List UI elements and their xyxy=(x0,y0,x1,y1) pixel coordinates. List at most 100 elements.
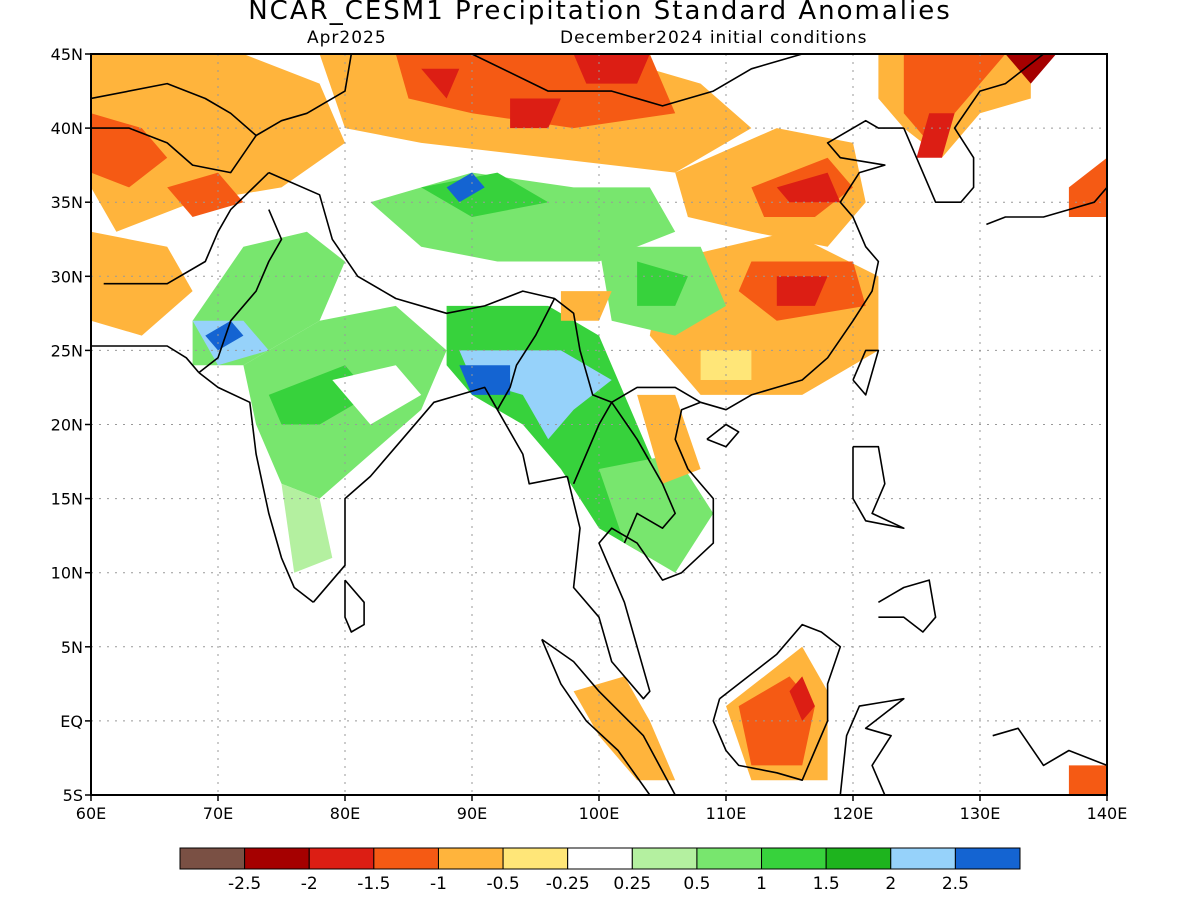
coastlines xyxy=(91,54,1107,795)
region-gangetic-white xyxy=(332,365,422,425)
colorbar-swatch xyxy=(567,847,633,870)
coastline-sumatra xyxy=(541,638,677,795)
lat-tick-label: 25N xyxy=(51,341,83,360)
coastline-mindanao xyxy=(877,579,937,633)
region-mongolia-driest-c xyxy=(421,68,460,99)
colorbar-label: 1 xyxy=(756,874,767,894)
lon-tick-label: 130E xyxy=(960,804,1001,823)
coastline-india-pakistan-border xyxy=(198,209,283,374)
lat-tick-label: 5S xyxy=(63,786,83,805)
colorbar-label: -2 xyxy=(301,874,318,894)
lon-tick-label: 120E xyxy=(833,804,874,823)
colorbar-swatch xyxy=(890,847,956,870)
colorbar-swatch xyxy=(179,847,246,870)
lat-tick-label: EQ xyxy=(60,712,83,731)
coastline-india-east-coast xyxy=(312,386,568,603)
colorbar-swatch xyxy=(308,847,375,870)
region-central-asia-drier xyxy=(91,113,168,188)
region-far-east-driest xyxy=(1005,54,1057,84)
colorbar-label: -1.5 xyxy=(357,874,390,894)
coastline-luzon xyxy=(852,445,905,530)
region-yangtze-driest xyxy=(776,276,828,306)
lon-tick-label: 80E xyxy=(330,804,360,823)
lat-tick-label: 10N xyxy=(51,564,83,583)
lon-tick-label: 110E xyxy=(706,804,747,823)
colorbar-swatch xyxy=(437,847,504,870)
colorbar-swatch xyxy=(696,847,763,870)
gridlines xyxy=(91,54,1107,795)
colorbar-label: -0.5 xyxy=(486,874,519,894)
lon-tick-label: 70E xyxy=(203,804,233,823)
coastline-china-north-border xyxy=(255,54,353,137)
coastline-taiwan xyxy=(852,349,880,396)
region-southeast-tibet-dry xyxy=(560,291,612,321)
coastline-new-guinea xyxy=(992,727,1107,767)
coastline-japan-honshu xyxy=(986,186,1107,226)
colorbar-label: 0.25 xyxy=(613,874,651,894)
region-tibet-wettest xyxy=(446,172,485,203)
region-india-south-wet xyxy=(281,483,333,573)
lon-tick-label: 60E xyxy=(76,804,106,823)
coastline-russia-border xyxy=(408,54,410,55)
coastline-sri-lanka xyxy=(344,579,365,633)
coastline-borneo xyxy=(712,623,842,782)
lat-tick-label: 15N xyxy=(51,490,83,509)
region-pakistan-wettest-core xyxy=(205,320,244,351)
lat-tick-label: 40N xyxy=(51,119,83,138)
region-sumatra-dry xyxy=(573,676,676,781)
region-sichuan-wetter xyxy=(637,261,688,306)
coastline-malay-peninsula xyxy=(566,401,715,700)
coastline-korea-coast xyxy=(903,54,1044,203)
coastline-pakistan-border xyxy=(103,172,270,285)
colorbar-label: -1 xyxy=(430,874,447,894)
axes: 60E 70E 80E 90E 100E 110E 120E 130E 140E 45N 40N 35… xyxy=(51,45,1128,823)
colorbar-label: -0.25 xyxy=(546,874,590,894)
colorbar-swatch xyxy=(631,847,698,870)
colorbar: -2.5 -2 -1.5 -1 -0.5 -0.25 0.25 0.5 1 1.5 2 2.5 xyxy=(179,847,1021,894)
region-mongolia-driest-a xyxy=(573,54,650,84)
coastline-hainan xyxy=(706,423,740,448)
colorbar-swatch xyxy=(825,847,892,870)
lat-tick-label: 30N xyxy=(51,267,83,286)
region-mongolia-driest-b xyxy=(510,98,561,129)
coastline-china-india-border xyxy=(268,171,702,404)
coastline-myanmar-border xyxy=(496,298,556,411)
coastline-sulawesi xyxy=(839,697,905,795)
colorbar-label: 0.5 xyxy=(683,874,710,894)
colorbar-swatch xyxy=(502,847,569,870)
lat-tick-label: 35N xyxy=(51,193,83,212)
colorbar-swatch xyxy=(761,847,827,870)
colorbar-label: -2.5 xyxy=(228,874,261,894)
coastline-mongolia-south-border xyxy=(471,54,803,107)
region-myanmar-wettest-core xyxy=(459,365,511,395)
region-afghanistan-drier xyxy=(167,172,244,217)
lon-tick-label: 100E xyxy=(579,804,620,823)
colorbar-swatch xyxy=(954,847,1021,870)
lon-tick-label: 90E xyxy=(457,804,487,823)
forecast-month: Apr2025 xyxy=(307,28,387,48)
colorbar-label: 1.5 xyxy=(813,874,840,894)
colorbar-swatch xyxy=(244,847,310,870)
chart-title: NCAR_CESM1 Precipitation Standard Anomal… xyxy=(248,0,952,26)
region-new-guinea-dry xyxy=(1068,765,1107,795)
region-south-china-coast-light xyxy=(700,350,752,380)
lat-tick-label: 5N xyxy=(61,638,83,657)
colorbar-label: 2.5 xyxy=(942,874,969,894)
lat-tick-label: 20N xyxy=(51,416,83,435)
region-japan-dry xyxy=(1068,157,1107,217)
coastline-iran-coast xyxy=(91,345,200,374)
region-borneo-driest xyxy=(789,676,815,721)
coastline-india-west-coast xyxy=(198,371,314,603)
initial-conditions: December2024 initial conditions xyxy=(560,28,868,48)
region-north-china-driest xyxy=(776,172,841,203)
coastline-central-asia-borders xyxy=(91,82,257,174)
lon-tick-label: 140E xyxy=(1087,804,1128,823)
region-indochina-wet xyxy=(599,454,714,573)
region-korea-driest xyxy=(916,113,955,158)
coastline-south-china-coast xyxy=(700,119,904,411)
coastline-thai-border xyxy=(572,401,677,544)
lat-tick-label: 45N xyxy=(51,45,83,64)
colorbar-label: 2 xyxy=(885,874,896,894)
colorbar-swatch xyxy=(373,847,439,870)
